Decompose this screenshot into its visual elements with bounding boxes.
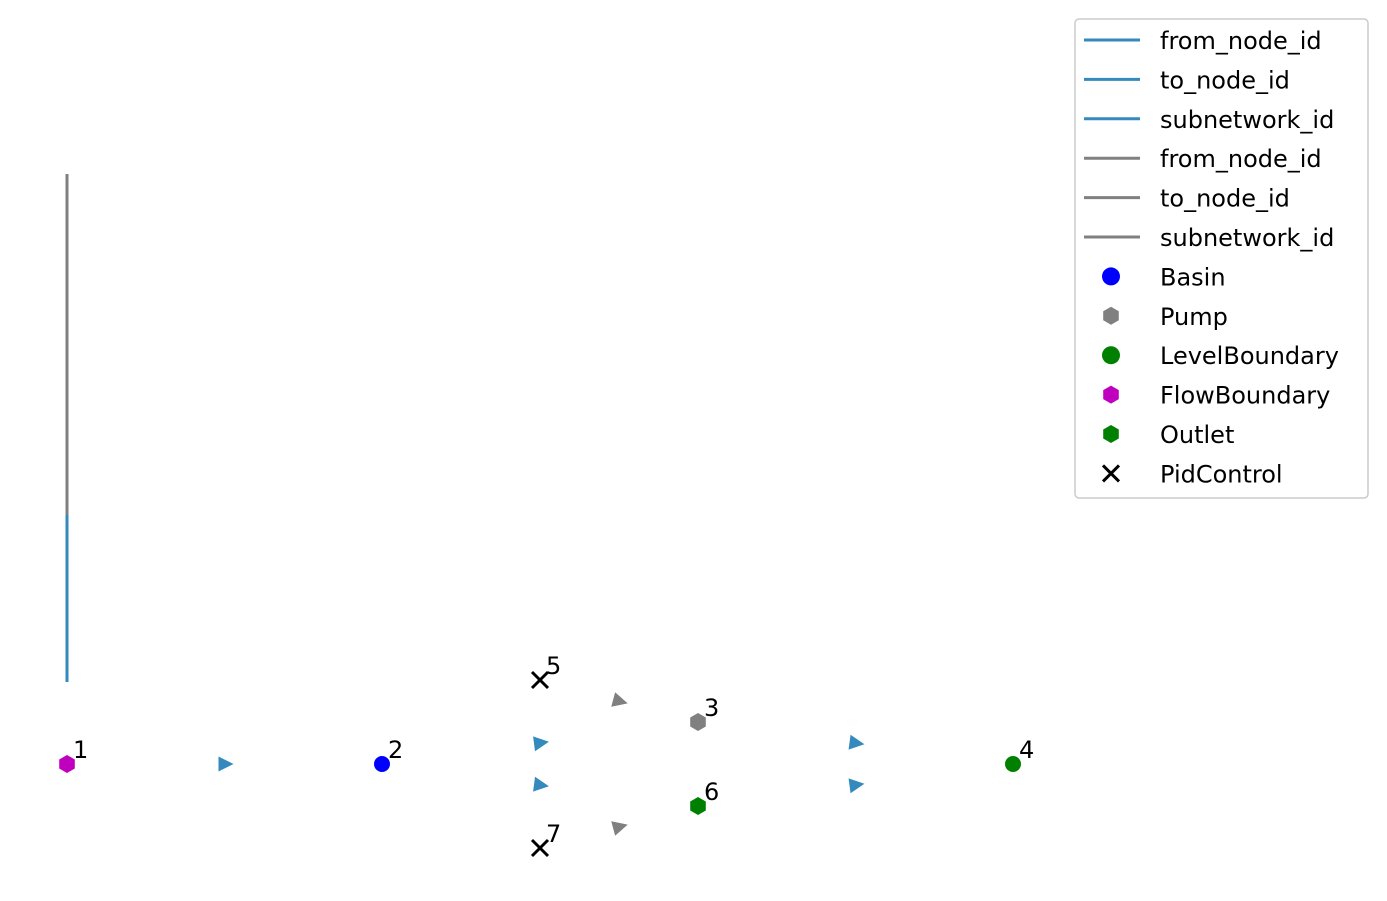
legend-marker-6 xyxy=(1102,267,1120,285)
legend-label-4: to_node_id xyxy=(1160,185,1290,213)
legend-label-1: to_node_id xyxy=(1160,66,1290,94)
edge-arrow-7-6 xyxy=(611,817,629,835)
legend-label-9: FlowBoundary xyxy=(1160,382,1330,410)
edge-arrow-2-3 xyxy=(533,734,550,751)
nodes: 1 2 3 4 5 6 7 xyxy=(59,652,1034,856)
node-label-4: 4 xyxy=(1019,736,1034,764)
node-label-1: 1 xyxy=(73,736,88,764)
legend-label-5: subnetwork_id xyxy=(1160,224,1334,252)
node-label-3: 3 xyxy=(704,694,719,722)
node-label-5: 5 xyxy=(546,652,561,680)
legend: from_node_id to_node_id subnetwork_id from_… xyxy=(1075,19,1368,498)
legend-label-10: Outlet xyxy=(1160,421,1234,449)
edge-arrow-3-4 xyxy=(849,735,866,752)
legend-label-2: subnetwork_id xyxy=(1160,106,1334,134)
node-label-6: 6 xyxy=(704,778,719,806)
edge-arrow-1-2 xyxy=(219,757,234,772)
node-label-7: 7 xyxy=(546,820,561,848)
node-label-2: 2 xyxy=(388,736,403,764)
legend-label-7: Pump xyxy=(1160,303,1228,331)
edge-direction-markers xyxy=(219,692,866,836)
legend-label-0: from_node_id xyxy=(1160,27,1322,55)
legend-label-3: from_node_id xyxy=(1160,145,1322,173)
edge-arrow-6-4 xyxy=(849,776,866,793)
edge-arrow-2-6 xyxy=(533,777,550,794)
legend-marker-8 xyxy=(1102,346,1120,364)
legend-label-11: PidControl xyxy=(1160,460,1283,488)
edge-arrow-5-3 xyxy=(611,692,629,710)
legend-label-8: LevelBoundary xyxy=(1160,342,1339,370)
legend-label-6: Basin xyxy=(1160,263,1226,291)
